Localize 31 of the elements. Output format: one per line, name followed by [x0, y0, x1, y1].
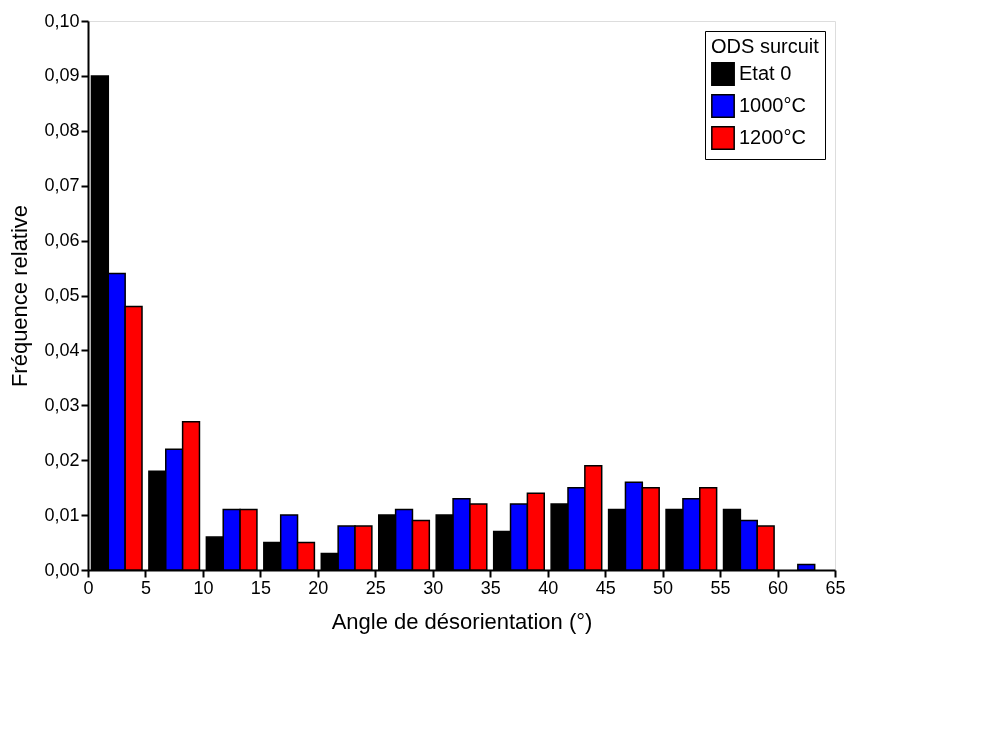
x-tick-label: 65 — [825, 577, 846, 598]
legend-label: 1200°C — [739, 126, 806, 148]
y-tick-label: 0,07 — [44, 175, 80, 196]
x-tick-label: 20 — [308, 577, 329, 598]
x-tick-label: 40 — [538, 577, 559, 598]
x-tick-label: 25 — [365, 577, 386, 598]
x-tick-label: 60 — [768, 577, 789, 598]
x-tick-label: 35 — [480, 577, 501, 598]
y-tick-label: 0,02 — [44, 449, 80, 470]
x-tick-label: 0 — [83, 577, 94, 598]
y-tick-label: 0,08 — [44, 120, 80, 141]
y-tick-label: 0,10 — [44, 10, 80, 31]
y-tick-label: 0,09 — [44, 65, 80, 86]
x-tick-label: 45 — [595, 577, 616, 598]
legend-label: Etat 0 — [739, 62, 792, 84]
x-tick-label: 10 — [193, 577, 214, 598]
x-tick-label: 50 — [653, 577, 674, 598]
x-tick-label: 55 — [710, 577, 731, 598]
legend-label: 1000°C — [739, 94, 806, 116]
x-tick-label: 5 — [140, 577, 151, 598]
x-axis-title: Angle de désorientation (°) — [331, 608, 593, 634]
x-tick-label: 30 — [423, 577, 444, 598]
y-axis-title: Fréquence relative — [7, 204, 33, 388]
y-tick-label: 0,01 — [44, 504, 80, 525]
x-tick-label: 15 — [250, 577, 271, 598]
y-tick-label: 0,06 — [44, 230, 80, 251]
y-tick-label: 0,03 — [44, 394, 80, 415]
y-tick-label: 0,05 — [44, 285, 80, 305]
legend-title: ODS surcuit — [711, 35, 820, 57]
y-tick-label: 0,04 — [44, 339, 80, 360]
y-tick-label: 0,00 — [44, 559, 80, 580]
